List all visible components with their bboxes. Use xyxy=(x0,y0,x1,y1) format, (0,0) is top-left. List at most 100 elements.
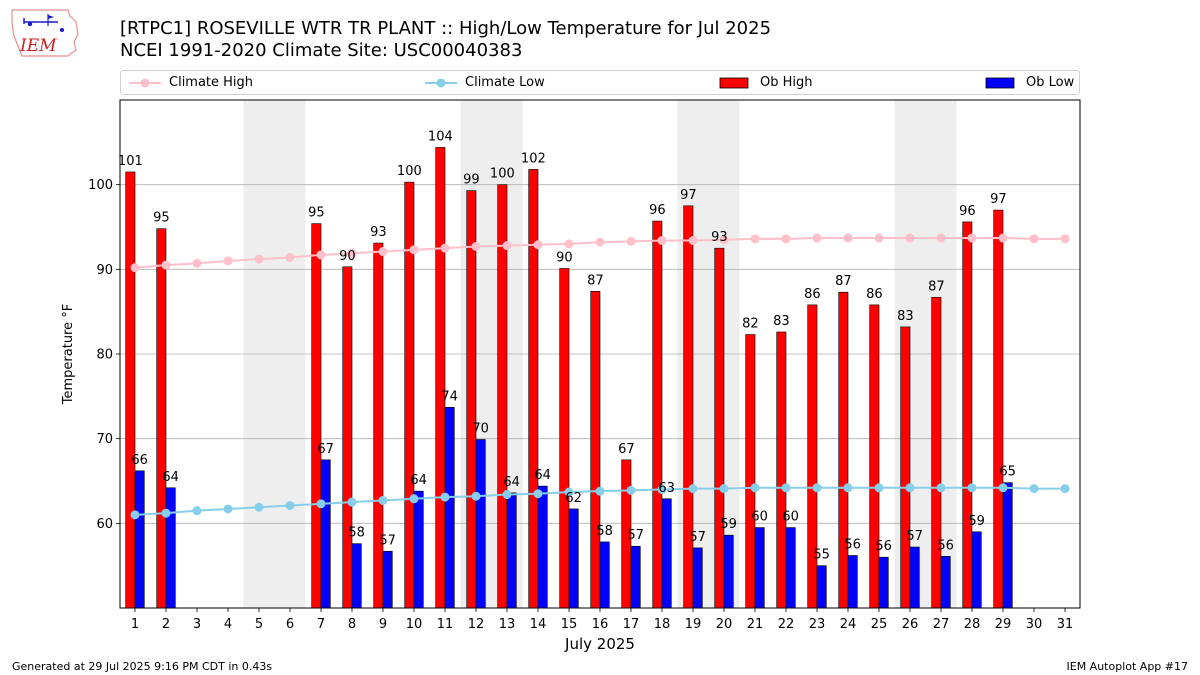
ob-high-label: 93 xyxy=(370,225,387,240)
climate-low-point xyxy=(812,483,822,493)
ob-low-bar xyxy=(816,565,827,609)
x-tick-label: 14 xyxy=(530,617,547,632)
ob-high-bar xyxy=(156,228,167,609)
ob-high-bar xyxy=(838,291,849,609)
ob-low-label: 64 xyxy=(534,468,551,483)
ob-low-bar xyxy=(847,555,858,609)
ob-low-label: 65 xyxy=(999,465,1016,480)
ob-high-bar xyxy=(342,266,353,609)
ob-high-bar xyxy=(993,209,1004,609)
ob-low-bar xyxy=(909,546,920,609)
x-tick-label: 24 xyxy=(840,617,857,632)
climate-high-point xyxy=(781,234,791,244)
climate-low-point xyxy=(409,494,419,504)
x-tick-label: 22 xyxy=(778,617,795,632)
ob-low-bar xyxy=(444,407,455,609)
x-tick-label: 30 xyxy=(1026,617,1043,632)
ob-low-label: 56 xyxy=(844,538,861,553)
ob-low-label: 57 xyxy=(689,530,706,545)
x-tick-label: 29 xyxy=(995,617,1012,632)
climate-high-point xyxy=(533,240,543,250)
ob-low-label: 60 xyxy=(782,510,799,525)
y-tick-label: 60 xyxy=(96,517,113,532)
y-tick-label: 80 xyxy=(96,348,113,363)
ob-low-bar xyxy=(878,556,889,609)
climate-low-point xyxy=(316,499,326,509)
ob-low-bar xyxy=(785,527,796,609)
ob-low-bar xyxy=(723,534,734,609)
ob-high-label: 96 xyxy=(959,204,976,219)
x-tick-label: 11 xyxy=(437,617,454,632)
climate-high-point xyxy=(564,239,574,249)
ob-low-bar xyxy=(692,547,703,609)
x-tick-label: 10 xyxy=(406,617,423,632)
climate-low-point xyxy=(688,484,698,494)
logo-text: IEM xyxy=(19,36,57,56)
ob-low-label: 59 xyxy=(968,514,985,529)
x-tick-label: 26 xyxy=(902,617,919,632)
ob-low-label: 70 xyxy=(472,422,489,437)
x-axis-title: July 2025 xyxy=(564,635,635,653)
ob-low-label: 63 xyxy=(658,481,675,496)
ob-high-label: 87 xyxy=(587,273,604,288)
climate-low-point xyxy=(843,483,853,493)
climate-low-point xyxy=(998,483,1008,493)
ob-high-label: 83 xyxy=(897,309,914,324)
x-tick-label: 4 xyxy=(224,617,232,632)
ob-low-label: 57 xyxy=(906,529,923,544)
climate-high-point xyxy=(812,233,822,243)
ob-high-bar xyxy=(373,242,384,609)
ob-low-bar xyxy=(599,541,610,609)
climate-low-point xyxy=(471,491,481,501)
ob-low-bar xyxy=(165,487,176,609)
x-tick-label: 23 xyxy=(809,617,826,632)
climate-low-point xyxy=(285,501,295,511)
ob-low-bar xyxy=(382,550,393,609)
x-tick-label: 12 xyxy=(468,617,485,632)
ob-high-label: 100 xyxy=(490,167,515,182)
climate-low-point xyxy=(874,483,884,493)
climate-high-point xyxy=(750,234,760,244)
climate-low-point xyxy=(595,486,605,496)
generated-timestamp: Generated at 29 Jul 2025 9:16 PM CDT in … xyxy=(12,660,273,673)
climate-high-point xyxy=(440,243,450,253)
climate-high-point xyxy=(223,256,233,266)
climate-high-point xyxy=(1060,234,1070,244)
ob-low-bar xyxy=(630,545,641,609)
climate-high-point xyxy=(843,233,853,243)
climate-low-point xyxy=(905,483,915,493)
ob-high-label: 93 xyxy=(711,230,728,245)
ob-high-label: 97 xyxy=(990,192,1007,207)
climate-low-point xyxy=(130,510,140,520)
climate-low-point xyxy=(1060,484,1070,494)
iem-logo: IEM xyxy=(11,9,79,57)
x-tick-label: 15 xyxy=(561,617,578,632)
ob-low-label: 56 xyxy=(937,538,954,553)
climate-high-point xyxy=(285,252,295,262)
legend-label: Ob Low xyxy=(1026,75,1075,90)
x-tick-label: 13 xyxy=(499,617,516,632)
ob-low-bar xyxy=(940,556,951,609)
ob-high-bar xyxy=(776,331,787,609)
y-tick-label: 90 xyxy=(96,263,113,278)
ob-high-label: 87 xyxy=(835,274,852,289)
climate-high-point xyxy=(626,236,636,246)
climate-high-point xyxy=(936,233,946,243)
ob-low-bar xyxy=(413,490,424,609)
ob-low-label: 56 xyxy=(875,539,892,554)
climate-low-point xyxy=(378,495,388,505)
ob-high-bar xyxy=(125,171,136,609)
climate-high-point xyxy=(502,241,512,251)
x-tick-label: 16 xyxy=(592,617,609,632)
ob-high-bar xyxy=(466,190,477,609)
x-tick-label: 6 xyxy=(286,617,294,632)
ob-low-label: 64 xyxy=(162,470,179,485)
ob-high-label: 104 xyxy=(428,129,453,144)
climate-high-point xyxy=(998,233,1008,243)
ob-high-bar xyxy=(962,221,973,609)
ob-low-bar xyxy=(320,459,331,609)
climate-low-point xyxy=(223,504,233,514)
climate-low-point xyxy=(564,487,574,497)
climate-low-point xyxy=(781,483,791,493)
